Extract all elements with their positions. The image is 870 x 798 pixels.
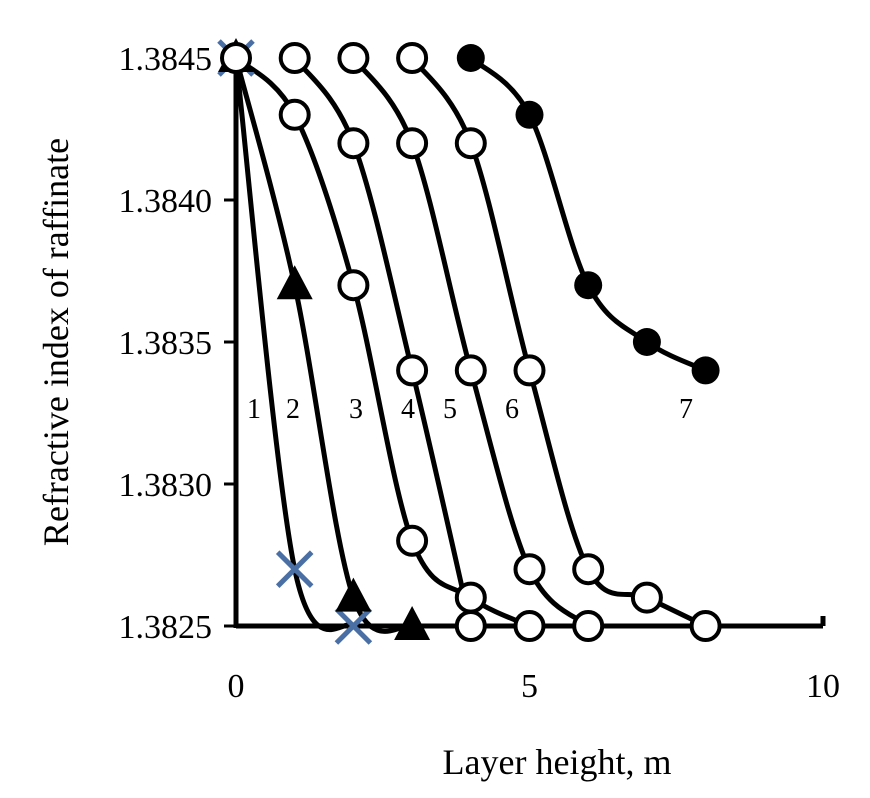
curve-label: 2 xyxy=(286,394,300,425)
data-point-open-circle xyxy=(396,127,429,160)
data-point-open-circle xyxy=(572,610,605,642)
data-point-open-circle xyxy=(337,42,370,74)
data-point-open-circle xyxy=(454,581,487,614)
y-tick-label: 1.3840 xyxy=(119,183,213,220)
y-tick-labels: 1.3825 1.3830 1.3835 1.3840 1.3845 xyxy=(119,41,213,646)
data-point-open-circle xyxy=(396,524,429,557)
y-tick-label: 1.3835 xyxy=(119,325,213,362)
data-point-open-circle xyxy=(454,127,487,160)
data-point-open-circle xyxy=(513,354,546,387)
curve-label: 7 xyxy=(679,394,693,425)
data-point-open-circle xyxy=(513,610,546,642)
data-point-open-circle xyxy=(513,553,546,586)
data-point-open-circle xyxy=(630,581,663,614)
y-tick-label: 1.3845 xyxy=(119,41,213,78)
curve-label: 3 xyxy=(349,394,363,425)
series-markers xyxy=(217,38,722,645)
x-tick-label: 10 xyxy=(806,668,840,705)
series-line xyxy=(292,55,474,629)
series-line xyxy=(468,55,709,373)
data-point-open-circle xyxy=(278,98,311,131)
data-point-open-circle xyxy=(454,354,487,387)
data-point-x-marker xyxy=(275,550,314,588)
data-point-triangle-marker xyxy=(394,606,431,640)
data-point-open-circle xyxy=(396,42,429,74)
x-tick-labels: 0 5 10 xyxy=(228,668,841,705)
curve-label: 6 xyxy=(505,394,519,425)
curve-label: 5 xyxy=(443,394,457,425)
y-axis-title: Refractive index of raffinate xyxy=(36,138,76,546)
data-point-open-circle xyxy=(337,269,370,302)
data-point-filled-circle xyxy=(691,356,720,385)
data-point-open-circle xyxy=(572,553,605,586)
curve-label: 4 xyxy=(401,394,415,425)
series-line xyxy=(233,55,356,633)
data-point-open-circle xyxy=(220,42,252,74)
x-tick-label: 5 xyxy=(521,668,538,705)
data-point-open-circle xyxy=(396,354,429,387)
data-point-x-marker xyxy=(334,607,373,645)
y-tick-label: 1.3825 xyxy=(119,609,213,646)
x-tick-label: 0 xyxy=(228,668,245,705)
x-axis-title: Layer height, m xyxy=(443,742,672,782)
y-tick-label: 1.3830 xyxy=(119,467,213,504)
data-point-triangle-marker xyxy=(335,577,372,612)
data-point-open-circle xyxy=(689,610,722,642)
data-point-filled-circle xyxy=(456,44,485,72)
data-point-open-circle xyxy=(337,127,370,160)
data-point-filled-circle xyxy=(515,100,544,129)
data-point-filled-circle xyxy=(574,271,603,300)
data-point-open-circle xyxy=(278,42,311,74)
series-line xyxy=(233,55,415,634)
data-point-filled-circle xyxy=(632,328,661,356)
data-point-triangle-marker xyxy=(276,265,313,300)
data-point-open-circle xyxy=(454,610,487,642)
curve-label: 1 xyxy=(247,394,261,425)
